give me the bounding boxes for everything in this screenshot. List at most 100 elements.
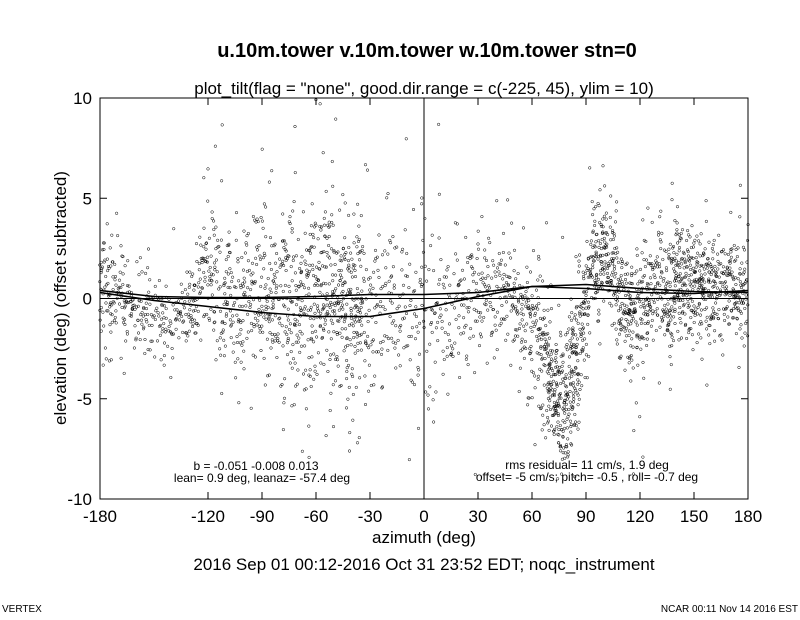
scatter-point — [531, 371, 535, 375]
scatter-point — [293, 271, 297, 275]
scatter-point — [288, 222, 292, 226]
scatter-point — [257, 307, 261, 311]
scatter-point — [372, 383, 376, 387]
scatter-point — [545, 386, 549, 390]
scatter-point — [671, 309, 675, 313]
scatter-point — [340, 259, 344, 263]
scatter-point — [674, 276, 678, 281]
scatter-point — [299, 280, 303, 284]
scatter-point — [553, 388, 557, 392]
scatter-point — [533, 443, 537, 447]
scatter-point — [725, 265, 729, 269]
scatter-point — [507, 293, 511, 297]
scatter-point — [501, 277, 505, 281]
x-tick-label: 90 — [577, 507, 596, 526]
scatter-point — [668, 387, 672, 391]
scatter-point — [296, 340, 300, 344]
scatter-point — [689, 327, 693, 331]
scatter-point — [554, 356, 558, 360]
scatter-point — [336, 300, 340, 304]
scatter-point — [709, 263, 713, 267]
scatter-point — [162, 341, 167, 345]
scatter-point — [536, 374, 541, 378]
scatter-point — [603, 240, 607, 244]
scatter-point — [618, 277, 622, 281]
scatter-point — [381, 305, 385, 309]
scatter-point — [710, 246, 714, 251]
scatter-point — [281, 212, 285, 216]
scatter-point — [683, 259, 687, 263]
scatter-point — [260, 304, 264, 308]
scatter-point — [681, 298, 685, 302]
scatter-point — [323, 318, 328, 322]
scatter-point — [537, 404, 541, 408]
scatter-point — [408, 262, 412, 266]
scatter-point — [657, 262, 661, 266]
scatter-point — [671, 339, 676, 343]
scatter-point — [548, 320, 552, 324]
scatter-point — [206, 283, 210, 287]
scatter-point — [641, 301, 645, 305]
scatter-point — [149, 313, 153, 317]
scatter-point — [155, 306, 159, 310]
scatter-point — [402, 316, 406, 320]
scatter-point — [521, 297, 525, 301]
scatter-point — [680, 256, 684, 260]
scatter-point — [731, 274, 735, 278]
scatter-point — [554, 408, 558, 413]
scatter-point — [679, 231, 683, 236]
scatter-point — [683, 312, 687, 316]
scatter-point — [282, 401, 286, 405]
scatter-point — [611, 270, 615, 274]
scatter-point — [630, 337, 634, 341]
scatter-point — [330, 213, 334, 217]
scatter-point — [717, 233, 721, 237]
scatter-point — [312, 225, 317, 229]
scatter-point — [103, 258, 107, 262]
scatter-point — [730, 270, 734, 274]
scatter-point — [349, 312, 353, 316]
scatter-point — [437, 282, 441, 286]
scatter-point — [480, 319, 484, 323]
scatter-point — [613, 275, 617, 279]
scatter-point — [577, 420, 581, 424]
scatter-point — [651, 312, 655, 316]
scatter-point — [594, 205, 598, 209]
scatter-point — [255, 262, 259, 267]
scatter-point — [568, 389, 572, 394]
scatter-point — [692, 320, 696, 325]
scatter-point — [285, 332, 289, 336]
scatter-point — [251, 214, 255, 219]
scatter-point — [417, 368, 421, 372]
scatter-point — [570, 328, 575, 332]
scatter-point — [289, 265, 293, 269]
scatter-point — [646, 261, 650, 265]
scatter-point — [687, 327, 692, 331]
scatter-point — [682, 266, 686, 270]
scatter-point — [586, 306, 591, 310]
scatter-point — [258, 327, 262, 331]
scatter-point — [598, 253, 602, 257]
scatter-point — [271, 340, 275, 344]
scatter-point — [575, 304, 579, 309]
scatter-point — [641, 455, 645, 459]
scatter-point — [424, 390, 428, 394]
scatter-point — [343, 317, 347, 321]
scatter-point — [313, 369, 317, 373]
scatter-point — [639, 347, 643, 351]
scatter-point — [727, 299, 731, 303]
scatter-point — [409, 334, 413, 338]
scatter-point — [417, 352, 422, 356]
scatter-point — [629, 379, 633, 383]
scatter-point — [187, 299, 191, 303]
scatter-point — [360, 323, 364, 327]
scatter-point — [309, 305, 313, 309]
scatter-point — [481, 281, 485, 285]
scatter-point — [582, 277, 586, 281]
scatter-point — [509, 256, 513, 260]
scatter-point — [387, 279, 391, 283]
scatter-point — [218, 347, 222, 351]
scatter-point — [466, 310, 471, 314]
scatter-point — [278, 316, 282, 320]
